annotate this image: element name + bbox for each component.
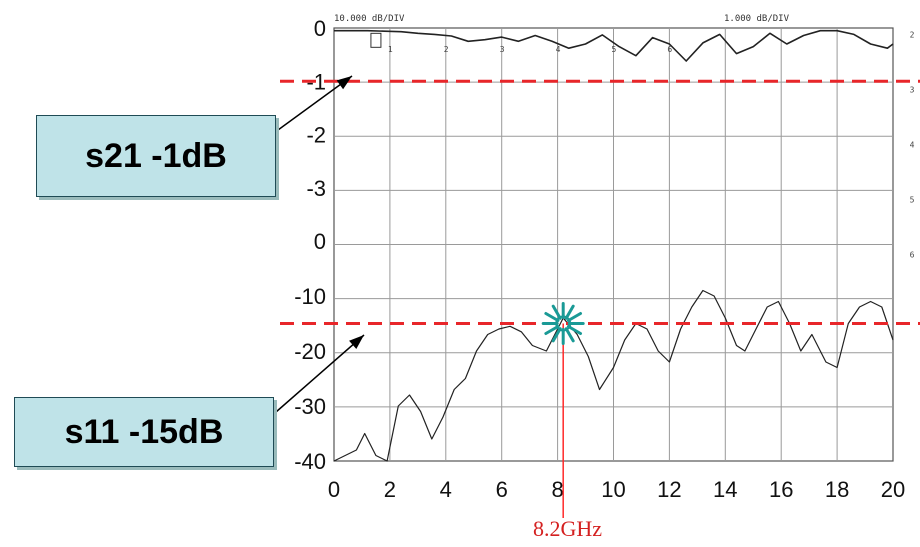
x-tick-label: 16	[769, 477, 793, 502]
x-tick-label: 6	[496, 477, 508, 502]
y-tick-label-upper: -2	[306, 123, 326, 148]
starburst-core	[555, 315, 572, 332]
y-tick-label-lower: -20	[294, 339, 326, 364]
x-axis-labels: 0 2 4 6 8 10 12 14 16 18 20	[328, 477, 905, 502]
callout-s21: s21 -1dB	[36, 115, 276, 197]
trace-marker-label: 6	[667, 45, 672, 54]
y-axis-labels: 0-1-2-30-10-20-30-40	[294, 16, 326, 474]
x-tick-label: 10	[601, 477, 625, 502]
starburst-ray	[551, 304, 562, 320]
annotation-arrow-head	[336, 76, 352, 90]
annotation-arrow-line	[275, 334, 365, 413]
right-tick-label: 3	[910, 86, 915, 95]
starburst-ray	[564, 327, 575, 343]
reference-marker	[370, 32, 382, 48]
callout-s11: s11 -15dB	[14, 397, 274, 467]
x-tick-label: 2	[384, 477, 396, 502]
right-tick-label: 2	[910, 31, 915, 40]
x-tick-label: 20	[881, 477, 905, 502]
trace-marker-label: 1	[388, 45, 393, 54]
y-tick-label-lower: -30	[294, 394, 326, 419]
trace-s11	[333, 289, 894, 462]
y-tick-label-upper: -1	[306, 69, 326, 94]
scale-label-right: 1.000 dB/DIV	[724, 14, 790, 24]
traces: 1 2 3 4 5 6	[333, 29, 894, 462]
x-tick-label: 0	[328, 477, 340, 502]
frequency-marker	[541, 302, 585, 518]
trace-marker-label: 4	[556, 45, 561, 54]
marker-starburst	[541, 302, 585, 345]
y-tick-label-upper: -3	[306, 176, 326, 201]
x-tick-label: 14	[713, 477, 737, 502]
starburst-ray	[544, 325, 560, 335]
trace-marker-label: 2	[444, 45, 449, 54]
x-tick-label: 12	[657, 477, 681, 502]
grid	[333, 27, 894, 462]
annotation-arrow-line	[277, 75, 353, 131]
y-tick-label-lower: -40	[294, 449, 326, 474]
trace-marker-label: 3	[500, 45, 505, 54]
right-tick-label: 5	[910, 196, 915, 205]
y-tick-label-upper: 0	[314, 16, 326, 41]
trace-s21	[334, 29, 894, 62]
x-tick-label: 8	[551, 477, 563, 502]
threshold-lines	[280, 79, 920, 325]
starburst-ray	[551, 327, 562, 343]
starburst-ray	[566, 312, 583, 322]
x-tick-label: 18	[825, 477, 849, 502]
starburst-ray	[564, 304, 575, 320]
right-axis-labels: 2 3 4 5 6	[910, 31, 915, 260]
annotation-arrow-head	[349, 335, 364, 350]
marker-frequency-label: 8.2GHz	[533, 516, 603, 541]
annotation-arrows	[275, 75, 365, 413]
x-tick-label: 4	[440, 477, 452, 502]
scale-label-left: 10.000 dB/DIV	[334, 14, 405, 24]
starburst-ray	[544, 312, 560, 322]
starburst-ray	[566, 325, 583, 335]
y-tick-label-lower: -10	[294, 284, 326, 309]
trace-marker-label: 5	[612, 45, 617, 54]
right-tick-label: 4	[910, 141, 915, 150]
right-tick-label: 6	[910, 251, 915, 260]
y-tick-label-lower: 0	[314, 229, 326, 254]
